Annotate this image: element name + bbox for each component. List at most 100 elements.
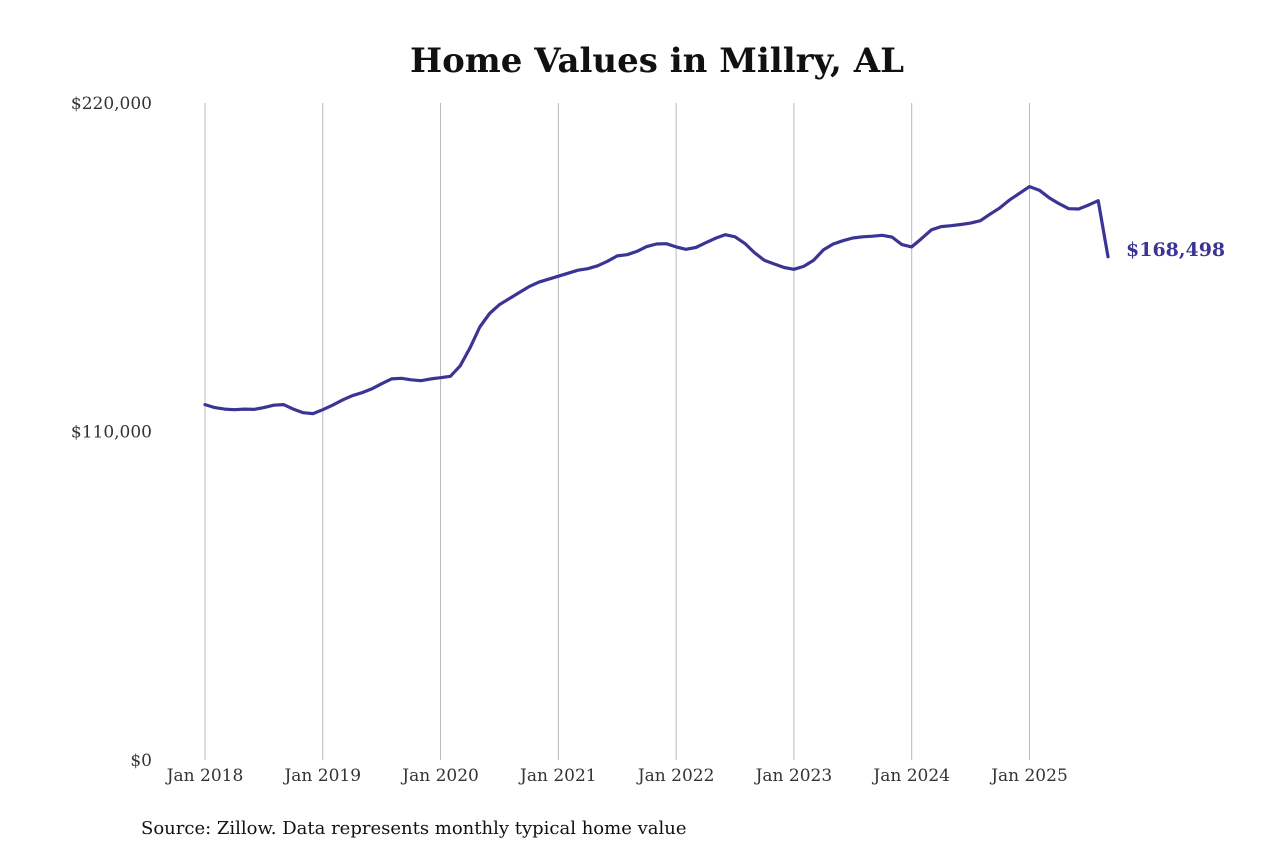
data-point	[871, 235, 874, 237]
data-point	[606, 260, 609, 262]
data-point	[862, 236, 864, 238]
data-point	[1078, 208, 1080, 210]
data-point	[577, 269, 579, 271]
x-tick-label: Jan 2020	[400, 766, 479, 786]
x-tick-label: Jan 2023	[754, 766, 833, 786]
data-point	[1097, 200, 1099, 202]
data-point	[1107, 256, 1109, 258]
data-point	[940, 226, 942, 228]
data-point	[1068, 208, 1070, 210]
data-point	[665, 243, 667, 245]
data-point	[1028, 186, 1031, 188]
data-point	[803, 265, 805, 267]
data-point	[1038, 189, 1040, 191]
data-point	[597, 265, 599, 267]
data-point	[224, 408, 226, 410]
x-tick-label: Jan 2025	[989, 766, 1068, 786]
home-value-line	[203, 185, 1110, 416]
data-point	[302, 412, 304, 414]
data-point	[420, 380, 422, 382]
x-tick-label: Jan 2018	[165, 766, 244, 786]
data-point	[469, 347, 471, 349]
data-point	[440, 377, 442, 379]
data-point	[381, 383, 383, 385]
data-point	[263, 407, 265, 409]
data-point	[970, 222, 972, 224]
data-point	[891, 236, 893, 238]
data-point	[734, 236, 736, 238]
data-point	[999, 207, 1001, 209]
data-point	[538, 281, 540, 283]
data-point	[322, 409, 324, 411]
y-tick-label: $110,000	[71, 423, 152, 443]
data-point	[479, 326, 481, 328]
data-point	[489, 312, 491, 315]
data-point	[518, 292, 520, 294]
data-point	[410, 379, 412, 381]
data-point	[646, 246, 648, 248]
data-point	[793, 268, 795, 270]
x-tick-label: Jan 2021	[518, 766, 597, 786]
x-tick-label: Jan 2022	[636, 766, 715, 786]
data-point	[204, 404, 206, 406]
data-point	[950, 225, 952, 227]
data-point	[714, 237, 717, 239]
data-point	[812, 259, 815, 261]
data-point	[273, 404, 275, 406]
x-axis-tick-labels: Jan 2018 Jan 2019 Jan 2020 Jan 2021 Jan 2022…	[165, 766, 1068, 786]
data-point	[695, 246, 697, 249]
data-point	[1009, 199, 1011, 201]
data-point	[390, 378, 393, 380]
data-point	[626, 254, 628, 256]
data-point	[312, 413, 314, 415]
x-tick-label: Jan 2019	[282, 766, 361, 786]
data-point	[911, 246, 913, 248]
data-point	[655, 243, 658, 245]
data-point	[567, 272, 569, 274]
data-point	[371, 388, 373, 390]
y-tick-label: $220,000	[71, 94, 152, 114]
data-point	[400, 377, 402, 379]
data-point	[685, 248, 687, 250]
data-point	[253, 408, 255, 410]
data-point	[557, 275, 559, 277]
data-point	[528, 286, 530, 288]
data-point	[351, 395, 353, 397]
data-point	[705, 242, 707, 244]
data-point	[1058, 203, 1060, 205]
data-point	[901, 244, 903, 246]
data-point	[233, 409, 235, 411]
data-point	[773, 263, 775, 265]
data-point	[547, 278, 550, 280]
data-point	[636, 250, 638, 252]
y-axis-tick-labels: $220,000 $110,000 $0	[71, 94, 152, 771]
data-point	[292, 408, 294, 410]
data-point	[960, 223, 962, 226]
data-point	[430, 378, 432, 380]
grid-lines	[204, 103, 1030, 760]
data-point	[852, 237, 854, 239]
data-point	[214, 407, 216, 409]
data-points	[204, 186, 1109, 415]
data-point	[783, 266, 785, 269]
data-point	[332, 404, 334, 406]
source-note: Source: Zillow. Data represents monthly …	[141, 818, 687, 839]
data-point	[449, 375, 451, 377]
x-tick-label: Jan 2024	[871, 766, 950, 786]
chart-title: Home Values in Millry, AL	[410, 41, 904, 81]
data-point	[989, 213, 991, 215]
data-point	[744, 242, 746, 244]
data-point	[341, 399, 343, 401]
data-point	[508, 298, 510, 300]
data-point	[1087, 204, 1089, 206]
data-point	[587, 268, 589, 270]
data-point	[979, 220, 982, 222]
data-point	[459, 365, 461, 367]
data-point	[842, 240, 844, 242]
data-point	[754, 252, 756, 254]
data-point	[675, 246, 677, 248]
data-point	[832, 243, 834, 245]
data-point	[616, 255, 618, 257]
data-point	[1048, 197, 1050, 199]
latest-value-label: $168,498	[1126, 239, 1225, 261]
